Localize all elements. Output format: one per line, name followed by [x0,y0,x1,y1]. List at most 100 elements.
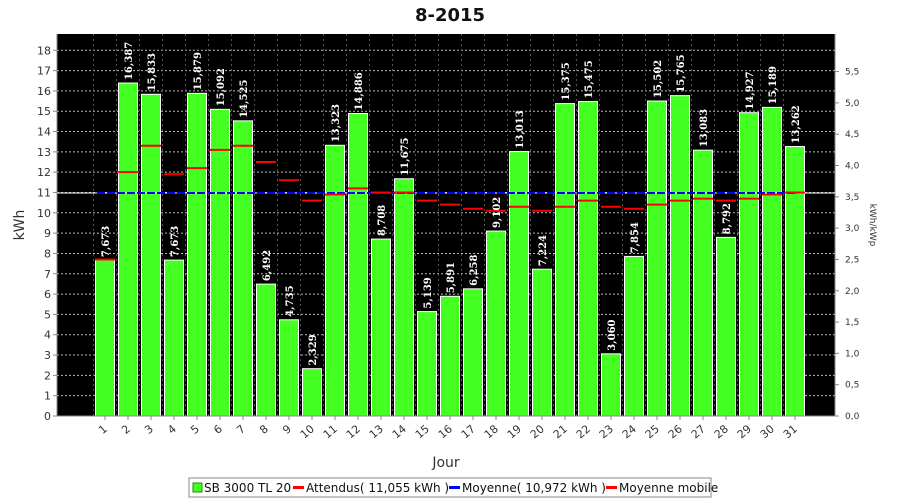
x-axis: 1 2 3 4 5 6 7 8 9 10 11 12 13 14 15 16 17 18 19 20 21 22 23 24 2… [57,415,835,441]
y2-axis-label: kWh/kWp [867,204,877,247]
x-tick-label: 28 [712,422,731,441]
data-label: 7,224 [538,235,549,266]
bar [302,368,322,417]
data-label: 15,375 [561,62,572,100]
legend-label-expected: Attendus( 11,055 kWh ) [306,481,449,495]
data-label: 13,083 [699,109,710,147]
bar [118,82,138,417]
data-label: 4,735 [285,285,296,316]
data-label: 5,139 [423,277,434,308]
x-tick-label: 19 [505,422,524,441]
x-tick-label: 12 [344,422,363,441]
x-tick-label: 26 [666,422,685,441]
data-label: 5,891 [446,262,457,293]
legend: SB 3000 TL 20 Attendus( 11,055 kWh ) Moy… [188,477,718,498]
x-tick-label: 11 [321,422,340,441]
y-tick-label: 0 [44,410,51,423]
bar [394,178,414,417]
bar [279,319,299,417]
x-tick-label: 24 [620,422,639,441]
bars-group [95,82,805,417]
y-tick-label: 2 [44,369,51,382]
x-tick-label: 17 [459,422,478,441]
y2-tick-label: 0,5 [845,381,859,391]
data-label: 6,492 [262,250,273,281]
data-label: 15,502 [653,60,664,98]
y-tick-label: 16 [37,85,51,98]
data-label: 7,673 [170,226,181,257]
x-tick-label: 8 [257,422,271,436]
data-label: 16,387 [124,42,135,80]
y-tick-label: 11 [37,186,51,199]
y2-tick-label: 5,0 [845,99,860,109]
data-label: 14,927 [745,71,756,109]
x-tick-label: 13 [367,422,386,441]
bar [187,92,207,417]
data-label: 15,765 [676,54,687,92]
x-tick-label: 2 [119,422,133,436]
x-axis-label: Jour [431,455,460,471]
x-tick-label: 3 [142,422,156,436]
chart-title: 8-2015 [415,5,485,26]
data-label: 13,013 [515,110,526,148]
bar [486,230,506,417]
data-label: 7,673 [101,226,112,257]
y-tick-label: 6 [44,288,51,301]
y-tick-label: 12 [37,166,51,179]
x-tick-label: 16 [436,422,455,441]
bar [532,268,552,417]
bar [762,106,782,417]
expected-markers-group [95,144,805,261]
data-label: 11,675 [400,137,411,175]
bar [141,93,161,417]
legend-swatch-expected [293,486,304,489]
x-tick-label: 10 [298,422,317,441]
x-tick-label: 22 [574,422,593,441]
x-tick-label: 29 [735,422,754,441]
y2-tick-label: 2,5 [845,255,859,265]
x-tick-label: 30 [758,422,777,441]
bar [371,238,391,417]
y2-tick-label: 3,0 [845,224,860,234]
legend-swatch-moving-average [606,486,617,489]
bar [555,103,575,417]
bar [325,144,345,417]
y2-tick-label: 3,5 [845,193,859,203]
data-label: 14,886 [354,72,365,110]
x-tick-label: 25 [643,422,662,441]
x-tick-label: 5 [188,422,202,436]
data-label: 13,323 [331,104,342,142]
y2-tick-label: 5,5 [845,68,859,78]
data-label: 9,102 [492,197,503,228]
x-tick-label: 4 [165,422,179,436]
data-label: 3,060 [607,319,618,350]
x-tick-label: 1 [96,422,110,436]
bar [164,259,184,417]
data-label: 15,189 [768,66,779,104]
bar [693,149,713,417]
x-tick-label: 14 [390,422,409,441]
legend-label-average: Moyenne( 10,972 kWh ) [462,481,606,495]
data-label: 8,708 [377,205,388,236]
data-label: 14,525 [239,80,250,118]
y-tick-label: 18 [37,44,51,57]
legend-swatch-average [449,486,460,489]
y-tick-label: 7 [44,268,51,281]
data-label: 7,854 [630,222,641,253]
y-tick-label: 14 [37,126,51,139]
y-tick-label: 13 [37,146,51,159]
y-tick-label: 4 [44,329,51,342]
y-tick-label: 17 [37,65,51,78]
legend-label-production: SB 3000 TL 20 [204,481,291,495]
bar [785,146,805,417]
y2-tick-label: 4,5 [845,130,859,140]
data-label: 6,258 [469,254,480,285]
bar [417,311,437,417]
bar [716,236,736,417]
y-tick-label: 5 [44,308,51,321]
x-tick-label: 31 [781,422,800,441]
x-tick-label: 6 [211,422,225,436]
